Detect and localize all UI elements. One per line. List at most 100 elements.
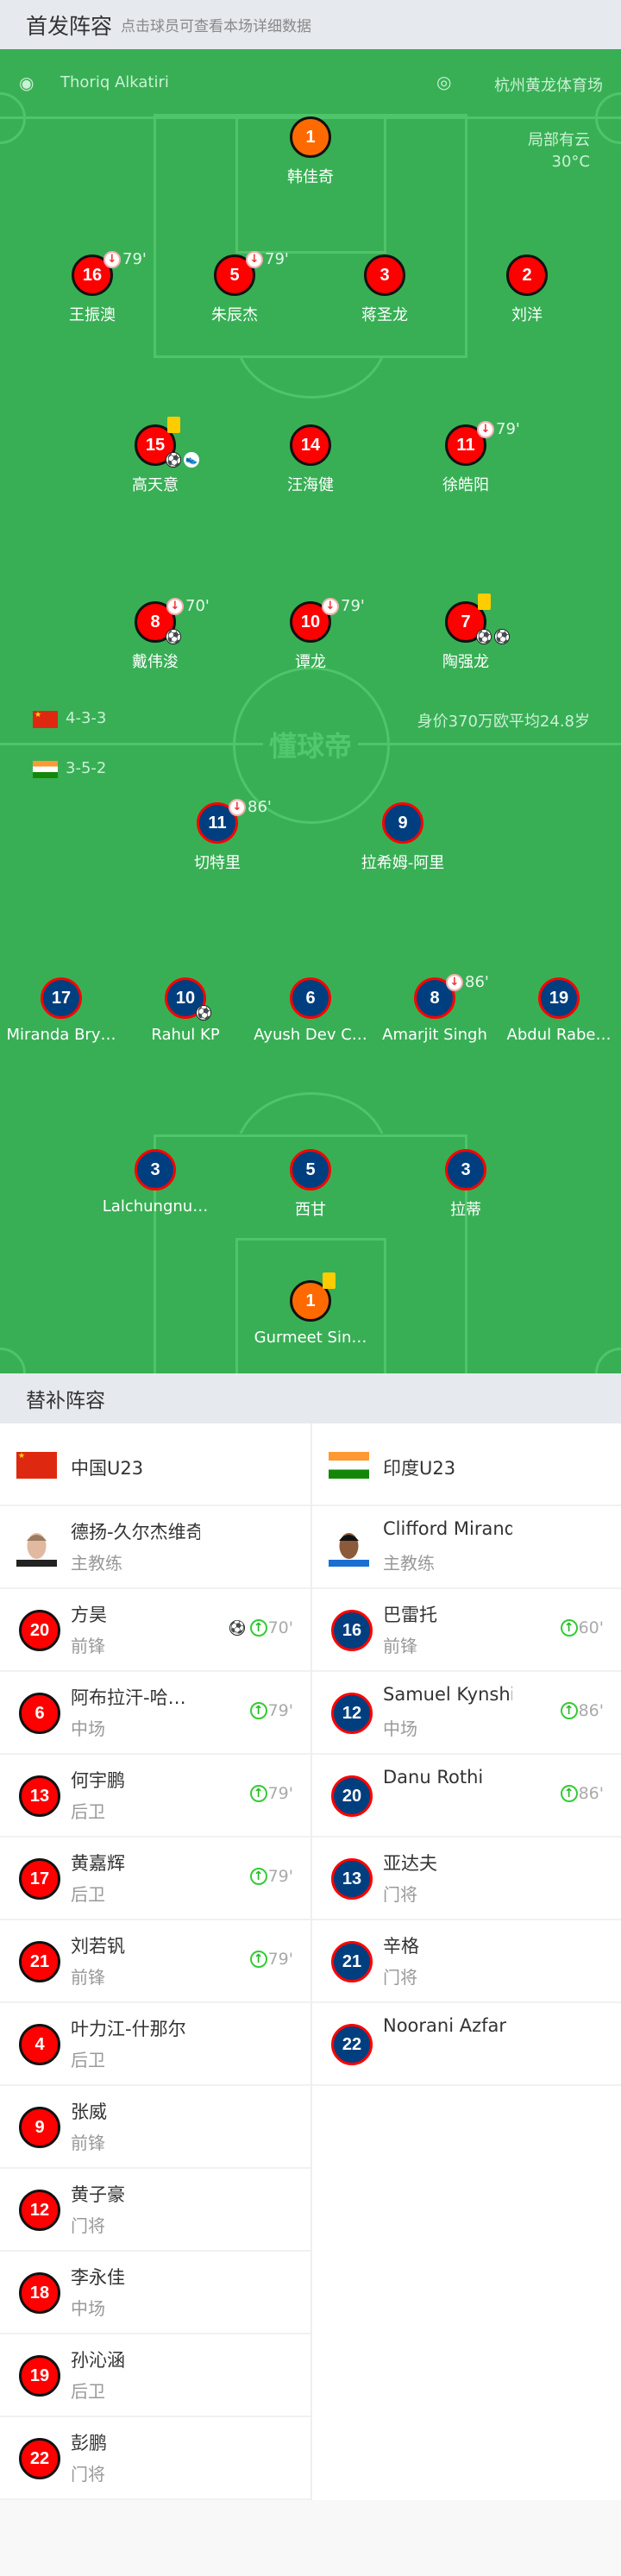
- sub-on-arrow-icon: ↑: [249, 1619, 267, 1637]
- player-number-badge: 22: [19, 2438, 60, 2479]
- coach-name: Clifford Miranda: [383, 1518, 512, 1539]
- player-number-badge: 5: [290, 1149, 331, 1191]
- player-number-badge: 6: [19, 1693, 60, 1734]
- player-name: Samuel Kynshi: [383, 1684, 512, 1705]
- player-number-badge: 17: [41, 977, 82, 1019]
- goal-ball-icon: ⚽: [166, 629, 181, 644]
- lineup-header: 首发阵容 点击球员可查看本场详细数据: [0, 0, 621, 49]
- sub-on-event: ↑ 60': [560, 1618, 604, 1637]
- player-name: 切特里: [194, 854, 241, 872]
- sub-off-event: ↓ 86': [229, 798, 272, 816]
- goal-ball-icon: ⚽: [166, 452, 181, 468]
- coach-row[interactable]: Clifford Miranda 主教练: [312, 1506, 621, 1589]
- player-number-badge: 22: [331, 2024, 373, 2065]
- sub-player-row[interactable]: 9 张威 前锋: [0, 2086, 310, 2169]
- player-position: 前锋: [71, 1967, 105, 1988]
- sub-on-minute: 60': [578, 1618, 604, 1637]
- team-name: 中国U23: [71, 1458, 144, 1479]
- sub-player-row[interactable]: 19 孙沁涵 后卫: [0, 2334, 310, 2417]
- player-position: 门将: [383, 1884, 417, 1905]
- assist-boot-icon: 👟: [184, 452, 199, 468]
- sub-off-minute: 79': [496, 420, 520, 438]
- player-position: 门将: [71, 2215, 105, 2236]
- whistle-icon: ◉: [19, 72, 34, 93]
- sub-player-row[interactable]: 12 黄子豪 门将: [0, 2169, 310, 2252]
- player-name: 蒋圣龙: [361, 306, 408, 324]
- sub-off-arrow-icon: ↓: [229, 798, 246, 816]
- player-number-badge: 1: [290, 116, 331, 158]
- sub-player-row[interactable]: 6 阿布拉汗-哈… 中场 ↑ 79': [0, 1672, 310, 1755]
- sub-player-row[interactable]: 22 Noorani Azfar: [312, 2003, 621, 2086]
- bottom-penalty-box: [154, 1134, 467, 1373]
- player-name: Ayush Dev C…: [254, 1026, 367, 1044]
- sub-player-row[interactable]: 4 叶力江-什那尔 后卫: [0, 2003, 310, 2086]
- player-name: Gurmeet Sin…: [254, 1329, 367, 1347]
- sub-player-row[interactable]: 16 巴雷托 前锋 ↑ 60': [312, 1589, 621, 1672]
- player-name: 方昊: [71, 1605, 107, 1625]
- goal-ball-icon: ⚽: [196, 1005, 211, 1021]
- sub-off-minute: 86': [248, 798, 272, 816]
- referee-name: Thoriq Alkatiri: [60, 73, 169, 91]
- player-number-badge: 13: [19, 1775, 60, 1817]
- player-name: 叶力江-什那尔: [71, 2019, 186, 2039]
- player-number-badge: 19: [538, 977, 580, 1019]
- player-position: 中场: [71, 1718, 105, 1739]
- player-name: 陶强龙: [442, 653, 489, 671]
- sub-on-event: ↑ 86': [560, 1784, 604, 1803]
- sub-player-row[interactable]: 13 亚达夫 门将: [312, 1838, 621, 1920]
- player-position: 前锋: [71, 2133, 105, 2153]
- yellow-card-icon: [167, 417, 180, 433]
- sub-off-arrow-icon: ↓: [322, 597, 339, 615]
- coach-row[interactable]: 德扬-久尔杰维奇 主教练: [0, 1506, 310, 1589]
- sub-player-row[interactable]: 20 方昊 前锋 ⚽ ↑ 70': [0, 1589, 310, 1672]
- subs-list: ★ 中国U23 德扬-久尔杰维奇 主教练 20 方昊 前锋 ⚽ ↑ 70' 6 阿布拉汗-哈… 中场 ↑ 7…: [0, 1423, 621, 2500]
- player-number-badge: 13: [331, 1858, 373, 1900]
- player-position: 后卫: [71, 1884, 105, 1905]
- coach-avatar: [16, 1529, 57, 1567]
- sub-player-row[interactable]: 17 黄嘉辉 后卫 ↑ 79': [0, 1838, 310, 1920]
- subs-title: 替补阵容: [26, 1390, 105, 1412]
- player-name: 刘洋: [511, 306, 543, 324]
- weather: 局部有云: [528, 131, 590, 149]
- player-number-badge: 21: [331, 1941, 373, 1982]
- sub-player-row[interactable]: 18 李永佳 中场: [0, 2252, 310, 2334]
- sub-player-row[interactable]: 21 辛格 门将: [312, 1920, 621, 2003]
- sub-player-row[interactable]: 21 刘若钒 前锋 ↑ 79': [0, 1920, 310, 2003]
- player-name: 汪海健: [287, 476, 334, 494]
- player-number-badge: 16: [72, 254, 113, 296]
- player-number-badge: 21: [19, 1941, 60, 1982]
- sub-player-row[interactable]: 12 Samuel Kynshi 中场 ↑ 86': [312, 1672, 621, 1755]
- player-number-badge: 20: [331, 1775, 373, 1817]
- player-name: 韩佳奇: [287, 168, 334, 186]
- sub-off-event: ↓ 79': [322, 597, 365, 615]
- sub-off-minute: 79': [341, 597, 365, 615]
- player-name: 黄嘉辉: [71, 1853, 125, 1874]
- player-name: Danu Rothi: [383, 1767, 484, 1787]
- player-position: 前锋: [383, 1636, 417, 1656]
- yellow-card-icon: [323, 1272, 336, 1289]
- home-market-value: 身价370万欧: [417, 713, 509, 731]
- player-number-badge: 18: [19, 2272, 60, 2314]
- yellow-card-icon: [478, 594, 491, 610]
- player-number-badge: 11: [197, 802, 238, 844]
- lineup-subtitle: 点击球员可查看本场详细数据: [121, 18, 312, 35]
- player-position: 中场: [383, 1718, 417, 1739]
- sub-player-row[interactable]: 22 彭鹏 门将: [0, 2417, 310, 2500]
- player-name: 高天意: [132, 476, 179, 494]
- player-number-badge: 3: [445, 1149, 486, 1191]
- home-formation: 4-3-3: [66, 709, 107, 727]
- sub-on-arrow-icon: ↑: [249, 1785, 267, 1802]
- sub-on-event: ↑ 79': [249, 1950, 293, 1969]
- sub-on-arrow-icon: ↑: [249, 1951, 267, 1968]
- bottom-goal-box: [235, 1238, 386, 1373]
- lineup-title: 首发阵容: [26, 13, 113, 39]
- player-number-badge: 17: [19, 1858, 60, 1900]
- sub-off-arrow-icon: ↓: [104, 250, 121, 268]
- sub-player-row[interactable]: 13 何宇鹏 后卫 ↑ 79': [0, 1755, 310, 1838]
- player-name: 辛格: [383, 1936, 419, 1957]
- coach-role: 主教练: [383, 1553, 435, 1574]
- sub-player-row[interactable]: 20 Danu Rothi ↑ 86': [312, 1755, 621, 1838]
- player-number-badge: 6: [290, 977, 331, 1019]
- coach-avatar: [329, 1529, 369, 1567]
- india-flag-icon: [329, 1452, 369, 1479]
